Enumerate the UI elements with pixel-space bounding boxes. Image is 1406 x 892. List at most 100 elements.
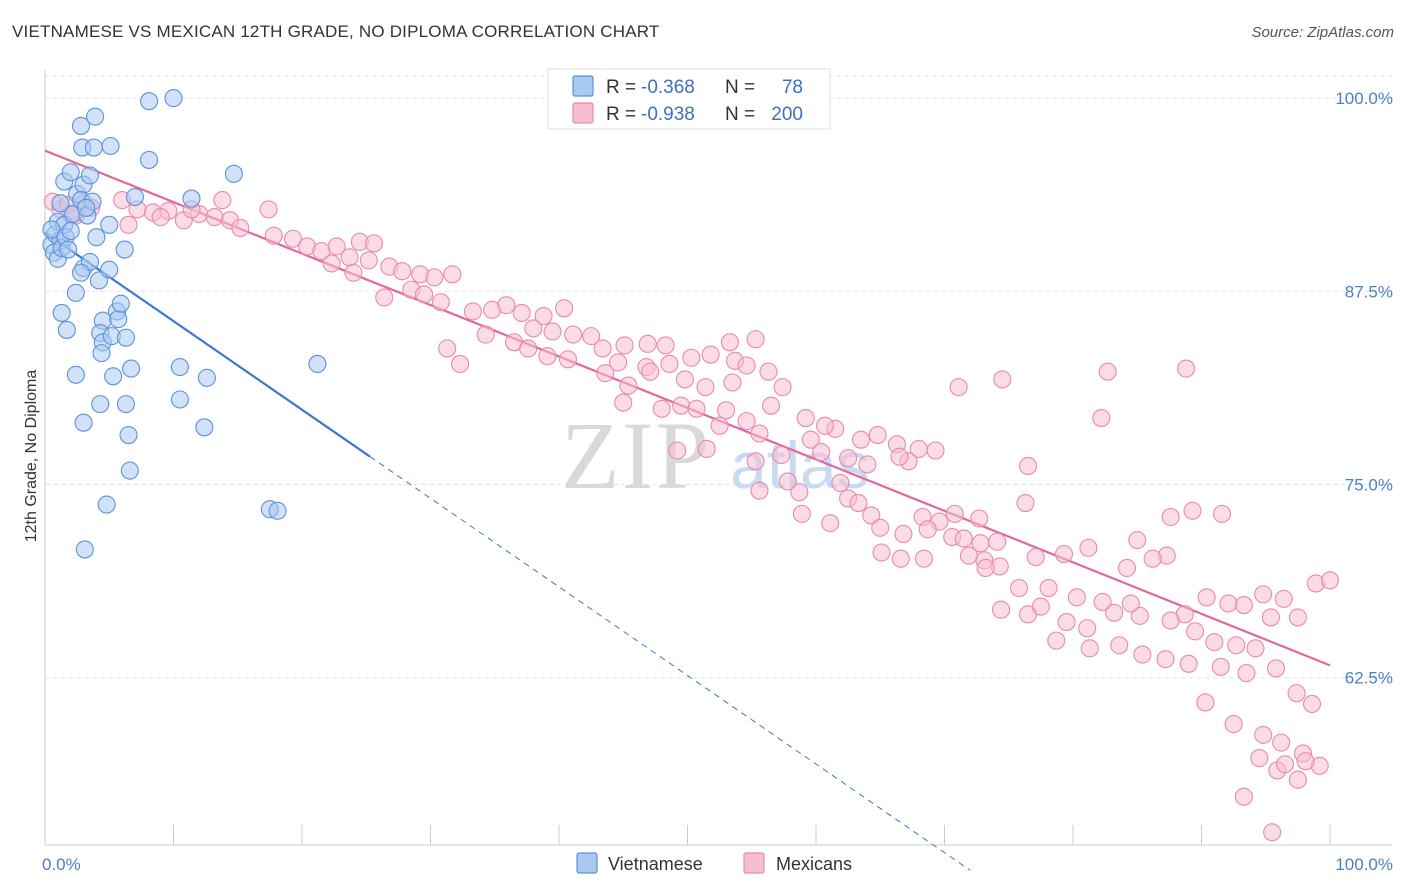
mexicans-point-67	[720, 333, 739, 352]
mexicans-point-73	[696, 378, 715, 397]
series-legend: Vietnamese Mexicans	[576, 852, 852, 874]
mexicans-point-165	[949, 378, 968, 397]
vietnamese-points	[42, 89, 327, 559]
mexicans-point-183	[778, 472, 797, 491]
mexicans-point-179	[926, 441, 945, 460]
mexicans-point-155	[1224, 715, 1243, 734]
mexicans-point-152	[1287, 684, 1306, 703]
mexicans-point-43	[497, 296, 516, 315]
y-tick-label-0: 100.0%	[1335, 89, 1393, 108]
mexicans-point-135	[1057, 613, 1076, 632]
stats-legend-box	[547, 68, 831, 130]
mexicans-point-71	[641, 362, 660, 381]
mexicans-point-95	[750, 424, 769, 443]
mexicans-point-47	[524, 319, 543, 338]
mexicans-point-75	[737, 356, 756, 375]
mexicans-point-153	[1302, 694, 1322, 714]
mexicans-n-label: N =	[725, 104, 755, 125]
vietnamese-point-70	[75, 540, 94, 559]
mexicans-point-120	[1079, 538, 1098, 557]
mexicans-point-123	[1009, 579, 1029, 598]
mexicans-point-149	[1211, 657, 1230, 676]
mexicans-point-19	[259, 200, 278, 219]
mexicans-point-33	[393, 262, 412, 281]
mexicans-point-186	[821, 514, 840, 533]
mexicans-point-28	[327, 237, 346, 256]
mexicans-point-31	[344, 263, 363, 282]
mexicans-point-161	[1288, 770, 1307, 789]
mexicans-point-57	[593, 339, 612, 358]
vietnamese-n-label: N =	[725, 77, 755, 98]
mexicans-point-98	[831, 473, 850, 493]
vietnamese-point-32	[224, 164, 243, 183]
vietnamese-point-36	[100, 215, 119, 234]
mexicans-point-74	[723, 373, 742, 392]
vietnamese-point-37	[115, 240, 134, 259]
vietnamese-point-11	[61, 221, 80, 241]
mexicans-point-130	[1219, 594, 1238, 613]
mexicans-point-140	[1205, 633, 1224, 652]
mexicans-r-label: R =	[606, 104, 636, 125]
mexicans-point-170	[1177, 359, 1196, 378]
mexicans-point-163	[1250, 749, 1269, 768]
mexicans-point-132	[1274, 589, 1293, 608]
mexicans-point-30	[359, 251, 378, 270]
mexicans-point-69	[596, 364, 615, 383]
mexicans-point-72	[675, 370, 694, 389]
mexicans-n-value: 200	[771, 104, 803, 125]
mexicans-point-177	[1320, 571, 1340, 590]
trend-lines	[44, 149, 1331, 871]
mexicans-point-101	[862, 506, 881, 525]
mexicans-point-147	[1156, 650, 1175, 669]
mexicans-point-187	[697, 439, 716, 459]
mexicans-point-50	[582, 327, 601, 346]
mexicans-point-109	[954, 529, 973, 548]
mexicans-point-24	[322, 254, 341, 273]
mexicans-point-53	[519, 339, 538, 358]
vietnamese-point-59	[308, 354, 327, 373]
mexicans-point-85	[796, 408, 815, 428]
mexicans-point-167	[1018, 456, 1038, 476]
mexicans-point-154	[1196, 693, 1215, 712]
mexicans-point-126	[1093, 592, 1112, 612]
mexicans-point-106	[871, 518, 890, 537]
mexicans-point-193	[1016, 494, 1035, 513]
mexicans-point-51	[476, 325, 495, 344]
mexicans-point-114	[914, 549, 933, 568]
vietnamese-point-54	[122, 359, 141, 378]
vietnamese-legend-swatch	[572, 75, 594, 97]
vietnamese-point-12	[51, 194, 70, 213]
y-tick-labels: 100.0% 87.5% 75.0% 62.5%	[1335, 89, 1393, 688]
mexicans-point-13	[205, 208, 224, 227]
mexicans-point-46	[555, 299, 574, 318]
mexicans-point-54	[438, 339, 457, 358]
mexicans-point-105	[970, 509, 989, 528]
mexicans-point-137	[1105, 603, 1124, 622]
mexicans-point-112	[872, 543, 891, 562]
x-tick-label-0: 0.0%	[42, 855, 81, 874]
mexicans-point-20	[231, 218, 250, 237]
mexicans-point-200	[1263, 823, 1282, 842]
mexicans-point-56	[558, 350, 578, 369]
mexicans-point-189	[737, 412, 756, 431]
y-tick-label-3: 62.5%	[1345, 669, 1393, 688]
mexicans-point-168	[1092, 408, 1111, 428]
mexicans-point-44	[512, 303, 531, 322]
mexicans-point-100	[849, 494, 868, 513]
mexicans-point-173	[1261, 608, 1280, 627]
vietnamese-point-25	[71, 116, 91, 135]
y-tick-label-2: 75.0%	[1345, 476, 1393, 495]
mexicans-point-84	[761, 396, 781, 415]
vietnamese-point-43	[52, 303, 71, 322]
mexicans-point-36	[443, 265, 462, 284]
mexicans-point-199	[1121, 594, 1140, 613]
mexicans-point-190	[746, 452, 765, 471]
mexicans-point-45	[534, 306, 553, 326]
vietnamese-point-49	[111, 294, 130, 313]
vietnamese-bottom-swatch	[576, 852, 598, 874]
vietnamese-point-42	[71, 263, 91, 282]
vietnamese-trend-extension	[369, 456, 971, 871]
mexicans-point-22	[283, 229, 303, 248]
mexicans-point-60	[656, 336, 675, 355]
vietnamese-point-26	[86, 107, 105, 126]
